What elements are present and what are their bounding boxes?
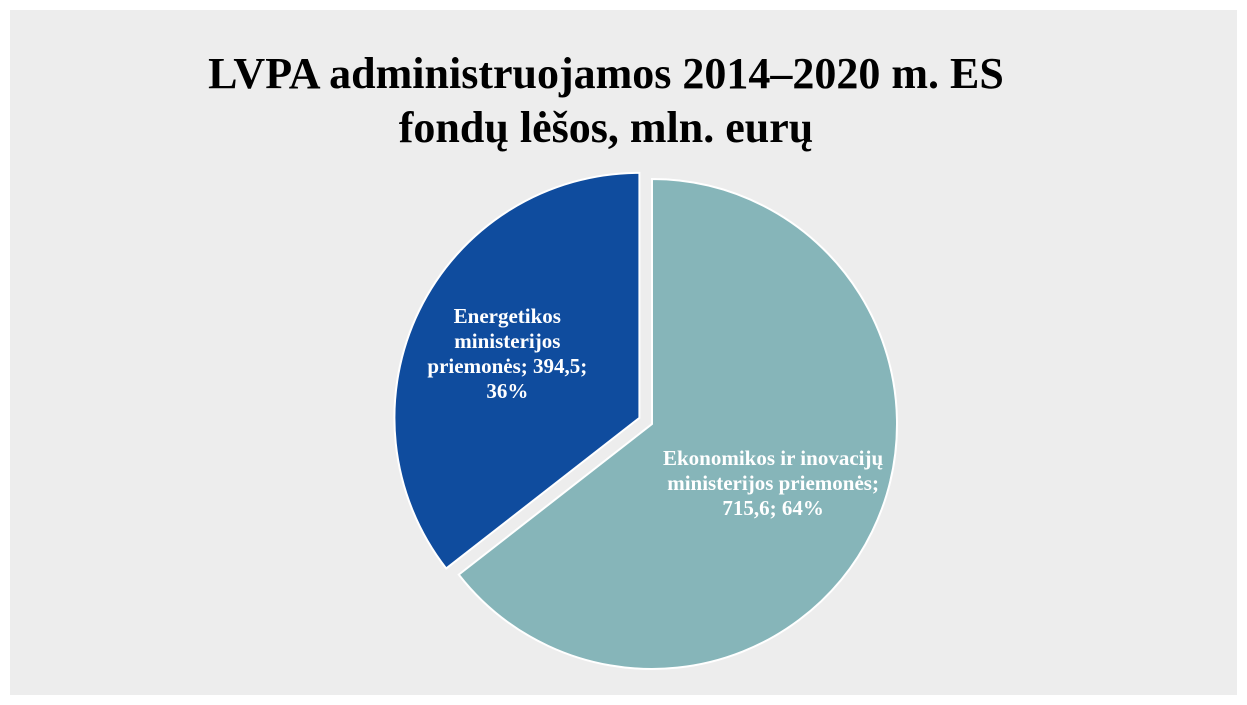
pie-slice [393, 171, 641, 570]
data-label: Energetikos ministerijos priemonės; 394,5;… [427, 304, 587, 403]
pie-slice [457, 177, 898, 670]
data-label: Ekonomikos ir inovacijų ministerijos prie… [663, 446, 883, 520]
chart-title: fondų lėšos, mln. eurų [399, 103, 813, 152]
chart-title: LVPA administruojamos 2014‒2020 m. ES [208, 49, 1004, 98]
